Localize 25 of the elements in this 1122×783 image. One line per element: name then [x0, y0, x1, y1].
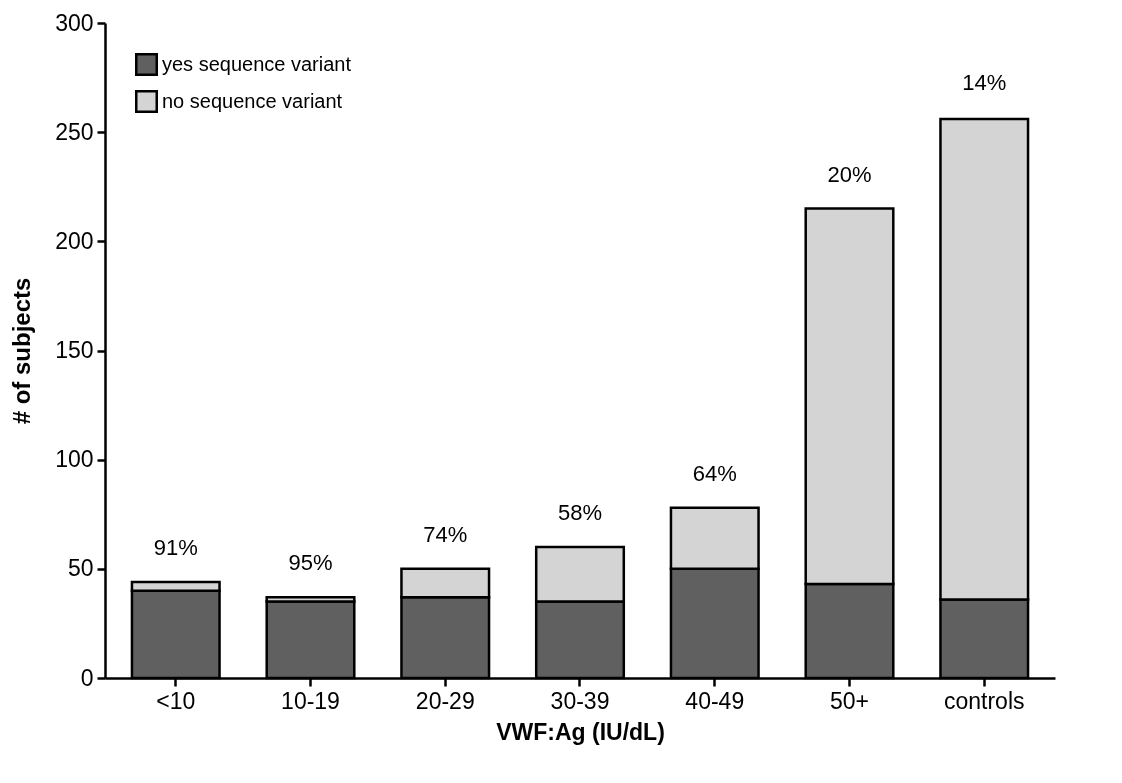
x-tick-label: <10: [156, 687, 196, 714]
x-tick-label: 50+: [830, 687, 870, 714]
y-tick-label: 300: [55, 9, 94, 36]
annotation: 20%: [827, 161, 872, 187]
y-tick-label: 250: [55, 118, 94, 145]
y-axis-title: # of subjects: [8, 277, 36, 425]
annotation: 64%: [692, 460, 737, 486]
annotation: 91%: [153, 534, 198, 560]
x-tick-label: 40-49: [685, 687, 745, 714]
y-tick-label: 100: [55, 446, 94, 473]
annotation: 58%: [557, 500, 603, 525]
x-tick-label: 10-19: [281, 687, 340, 714]
x-tick-label: 30-39: [550, 687, 610, 714]
y-tick-label: 200: [55, 227, 94, 254]
y-tick-label: 50: [67, 555, 94, 582]
annotation: 74%: [423, 521, 468, 547]
legend-label: no sequence variant: [162, 89, 343, 112]
y-tick-label: 150: [55, 337, 94, 363]
x-tick-label: controls: [943, 687, 1025, 714]
y-tick-label: 0: [80, 664, 94, 691]
x-tick-label: 20-29: [415, 687, 475, 714]
annotation: 95%: [288, 550, 333, 576]
annotation: 14%: [962, 69, 1007, 95]
x-axis-title: VWF:Ag (IU/dL): [496, 718, 665, 745]
legend-label: yes sequence variant: [162, 52, 352, 75]
